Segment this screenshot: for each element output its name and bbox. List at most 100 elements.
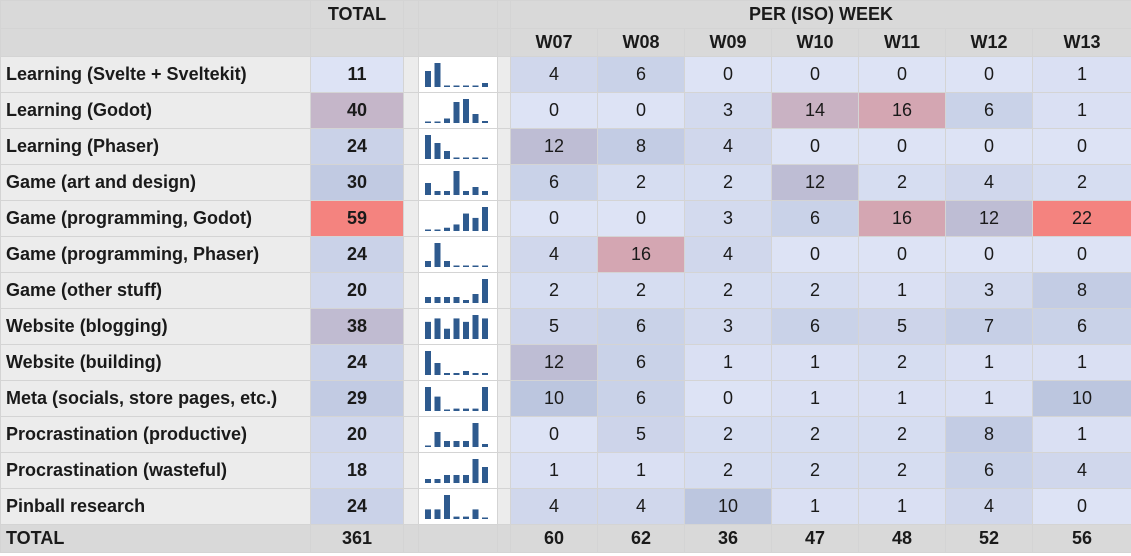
week-value-cell[interactable]: 0 (858, 56, 946, 93)
row-gap-cell[interactable] (497, 92, 511, 129)
row-gap-cell[interactable] (403, 92, 419, 129)
week-value-cell[interactable]: 2 (597, 272, 685, 309)
footer-total-cell[interactable]: 361 (310, 524, 404, 553)
row-gap-cell[interactable] (403, 164, 419, 201)
row-gap-cell[interactable] (403, 344, 419, 381)
sparkline-cell[interactable] (418, 128, 498, 165)
week-value-cell[interactable]: 1 (945, 344, 1033, 381)
week-header-w12[interactable]: W12 (945, 28, 1033, 57)
week-value-cell[interactable]: 4 (510, 488, 598, 525)
row-total-cell[interactable]: 24 (310, 488, 404, 525)
sparkline-cell[interactable] (418, 380, 498, 417)
footer-gap-cell[interactable] (403, 524, 419, 553)
sparkline-cell[interactable] (418, 200, 498, 237)
footer-sparkline-cell[interactable] (418, 524, 498, 553)
week-value-cell[interactable]: 0 (1031, 236, 1131, 273)
header-gap-cell[interactable] (497, 28, 511, 57)
week-value-cell[interactable]: 8 (945, 416, 1033, 453)
week-header-w10[interactable]: W10 (771, 28, 859, 57)
sparkline-cell[interactable] (418, 308, 498, 345)
week-value-cell[interactable]: 10 (510, 380, 598, 417)
week-value-cell[interactable]: 1 (684, 344, 772, 381)
week-value-cell[interactable]: 4 (510, 236, 598, 273)
header-sparkline-cell[interactable] (418, 28, 498, 57)
row-total-cell[interactable]: 20 (310, 416, 404, 453)
week-value-cell[interactable]: 2 (510, 272, 598, 309)
row-gap-cell[interactable] (403, 236, 419, 273)
week-value-cell[interactable]: 1 (858, 380, 946, 417)
week-header-w13[interactable]: W13 (1031, 28, 1131, 57)
sparkline-cell[interactable] (418, 56, 498, 93)
week-value-cell[interactable]: 4 (1031, 452, 1131, 489)
row-total-cell[interactable]: 20 (310, 272, 404, 309)
week-value-cell[interactable]: 8 (597, 128, 685, 165)
footer-week-total-cell[interactable]: 56 (1031, 524, 1131, 553)
week-value-cell[interactable]: 0 (945, 236, 1033, 273)
sparkline-cell[interactable] (418, 92, 498, 129)
row-total-cell[interactable]: 24 (310, 344, 404, 381)
footer-week-total-cell[interactable]: 47 (771, 524, 859, 553)
week-value-cell[interactable]: 0 (510, 416, 598, 453)
week-value-cell[interactable]: 0 (510, 92, 598, 129)
week-value-cell[interactable]: 2 (684, 272, 772, 309)
week-value-cell[interactable]: 1 (771, 380, 859, 417)
row-total-cell[interactable]: 30 (310, 164, 404, 201)
total-header[interactable]: TOTAL (310, 0, 404, 29)
row-total-cell[interactable]: 18 (310, 452, 404, 489)
week-value-cell[interactable]: 2 (597, 164, 685, 201)
week-value-cell[interactable]: 1 (1031, 416, 1131, 453)
row-gap-cell[interactable] (403, 488, 419, 525)
row-total-cell[interactable]: 24 (310, 128, 404, 165)
week-value-cell[interactable]: 0 (597, 92, 685, 129)
footer-week-total-cell[interactable]: 48 (858, 524, 946, 553)
week-value-cell[interactable]: 2 (1031, 164, 1131, 201)
row-gap-cell[interactable] (403, 308, 419, 345)
row-gap-cell[interactable] (497, 452, 511, 489)
week-value-cell[interactable]: 7 (945, 308, 1033, 345)
row-gap-cell[interactable] (497, 272, 511, 309)
row-total-cell[interactable]: 11 (310, 56, 404, 93)
row-label-cell[interactable]: Website (blogging) (0, 308, 311, 345)
week-value-cell[interactable]: 2 (771, 416, 859, 453)
row-total-cell[interactable]: 24 (310, 236, 404, 273)
week-value-cell[interactable]: 2 (684, 416, 772, 453)
week-value-cell[interactable]: 6 (597, 308, 685, 345)
week-value-cell[interactable]: 4 (597, 488, 685, 525)
sparkline-cell[interactable] (418, 488, 498, 525)
header-gap-cell[interactable] (497, 0, 511, 29)
week-value-cell[interactable]: 1 (858, 488, 946, 525)
week-value-cell[interactable]: 1 (945, 380, 1033, 417)
row-gap-cell[interactable] (497, 488, 511, 525)
per-week-header[interactable]: PER (ISO) WEEK (509, 0, 1131, 29)
week-value-cell[interactable]: 0 (684, 56, 772, 93)
row-gap-cell[interactable] (497, 56, 511, 93)
week-value-cell[interactable]: 0 (858, 128, 946, 165)
row-gap-cell[interactable] (497, 236, 511, 273)
week-value-cell[interactable]: 6 (945, 92, 1033, 129)
week-value-cell[interactable]: 0 (1031, 488, 1131, 525)
row-label-cell[interactable]: Game (other stuff) (0, 272, 311, 309)
week-value-cell[interactable]: 2 (771, 452, 859, 489)
row-gap-cell[interactable] (497, 200, 511, 237)
week-value-cell[interactable]: 3 (684, 308, 772, 345)
week-value-cell[interactable]: 3 (684, 200, 772, 237)
week-value-cell[interactable]: 4 (945, 164, 1033, 201)
week-value-cell[interactable]: 1 (597, 452, 685, 489)
week-header-w11[interactable]: W11 (858, 28, 946, 57)
row-gap-cell[interactable] (497, 344, 511, 381)
week-value-cell[interactable]: 0 (945, 128, 1033, 165)
week-value-cell[interactable]: 1 (771, 344, 859, 381)
row-label-cell[interactable]: Pinball research (0, 488, 311, 525)
week-value-cell[interactable]: 1 (1031, 92, 1131, 129)
week-value-cell[interactable]: 2 (858, 452, 946, 489)
week-value-cell[interactable]: 14 (771, 92, 859, 129)
row-total-cell[interactable]: 40 (310, 92, 404, 129)
row-gap-cell[interactable] (403, 452, 419, 489)
week-value-cell[interactable]: 4 (510, 56, 598, 93)
header-blank-cell[interactable] (0, 0, 311, 29)
row-gap-cell[interactable] (497, 380, 511, 417)
week-value-cell[interactable]: 1 (1031, 56, 1131, 93)
week-value-cell[interactable]: 16 (597, 236, 685, 273)
row-gap-cell[interactable] (497, 308, 511, 345)
week-value-cell[interactable]: 6 (597, 56, 685, 93)
